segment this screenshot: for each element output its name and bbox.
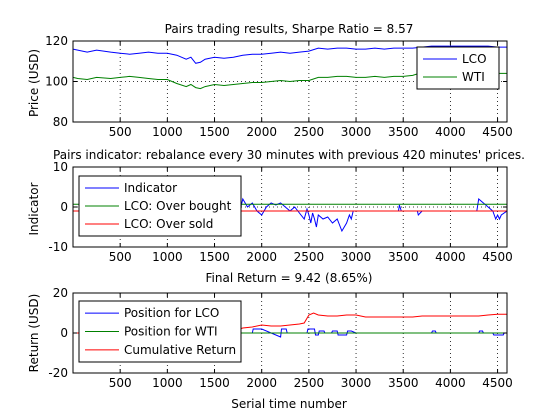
panel-indicator-ylabel: Indicator <box>27 182 41 235</box>
y-tick-label: 0 <box>60 200 68 214</box>
panel-returns-plot: 500 1000 1500 2000 2500 3000 3500 4000 4500 -20 0 2… <box>48 286 512 390</box>
legend-box <box>416 46 500 90</box>
x-tick-label: 1500 <box>199 376 230 390</box>
legend-label: Position for WTI <box>124 325 218 339</box>
series-line-cumulative-return <box>73 312 507 334</box>
panel-indicator-plot: 500 1000 1500 2000 2500 3000 3500 4000 4500 -10 0 1… <box>48 160 512 264</box>
legend-label: Cumulative Return <box>124 343 236 357</box>
x-tick-label: 2000 <box>246 250 277 264</box>
x-tick-label: 2000 <box>246 376 277 390</box>
legend: Indicator LCO: Over bought LCO: Over sold <box>78 175 242 237</box>
panel-prices-ylabel: Price (USD) <box>27 49 41 117</box>
x-tick-label: 500 <box>109 250 132 264</box>
panel-indicator: Pairs indicator: rebalance every 30 minu… <box>27 148 525 264</box>
y-tick-label: -10 <box>48 240 68 254</box>
x-tick-label: 4000 <box>435 376 466 390</box>
legend: LCO WTI <box>416 46 500 90</box>
x-tick-label: 2500 <box>294 250 325 264</box>
x-tick-label: 500 <box>109 125 132 139</box>
x-tick-label: 1500 <box>199 250 230 264</box>
panel-returns-ylabel: Return (USD) <box>27 294 41 373</box>
panel-prices: Pairs trading results, Sharpe Ratio = 8.… <box>27 22 513 139</box>
x-tick-label: 1000 <box>152 376 183 390</box>
y-tick-label: 10 <box>53 160 68 174</box>
panel-returns-xlabel: Serial time number <box>231 397 347 411</box>
x-tick-label: 2000 <box>246 125 277 139</box>
panel-prices-title: Pairs trading results, Sharpe Ratio = 8.… <box>165 22 414 36</box>
x-tick-label: 1000 <box>152 250 183 264</box>
legend-label: LCO: Over bought <box>124 199 232 213</box>
x-tick-label: 1000 <box>152 125 183 139</box>
legend-label: WTI <box>462 70 485 84</box>
legend-label: Position for LCO <box>124 306 219 320</box>
x-tick-label: 4500 <box>482 125 513 139</box>
x-tick-label: 4500 <box>482 376 513 390</box>
x-tick-label: 1500 <box>199 125 230 139</box>
x-tick-label: 4500 <box>482 250 513 264</box>
x-tick-label: 500 <box>109 376 132 390</box>
panel-returns-title: Final Return = 9.42 (8.65%) <box>206 271 373 285</box>
legend: Position for LCO Position for WTI Cumulati… <box>78 300 242 363</box>
y-tick-label: 80 <box>53 115 68 129</box>
panel-indicator-title: Pairs indicator: rebalance every 30 minu… <box>53 148 525 162</box>
series-line-lco <box>73 45 507 64</box>
x-tick-label: 3000 <box>341 125 372 139</box>
legend-label: Indicator <box>124 181 177 195</box>
x-tick-label: 3500 <box>388 376 419 390</box>
legend-label: LCO: Over sold <box>124 217 213 231</box>
x-tick-label: 3500 <box>388 250 419 264</box>
legend-label: LCO <box>462 52 487 66</box>
x-tick-label: 3000 <box>341 250 372 264</box>
y-tick-label: -20 <box>48 366 68 380</box>
x-tick-label: 4000 <box>435 125 466 139</box>
panel-returns: Final Return = 9.42 (8.65%) Return (USD)… <box>27 271 513 411</box>
x-tick-label: 4000 <box>435 250 466 264</box>
y-tick-label: 20 <box>53 286 68 300</box>
x-tick-label: 2500 <box>294 376 325 390</box>
y-tick-label: 100 <box>45 75 68 89</box>
x-tick-label: 2500 <box>294 125 325 139</box>
x-tick-label: 3500 <box>388 125 419 139</box>
y-tick-label: 0 <box>60 326 68 340</box>
x-tick-label: 3000 <box>341 376 372 390</box>
y-tick-label: 120 <box>45 34 68 48</box>
panel-prices-plot: 500 1000 1500 2000 2500 3000 3500 4000 4500 80 100… <box>45 34 513 139</box>
